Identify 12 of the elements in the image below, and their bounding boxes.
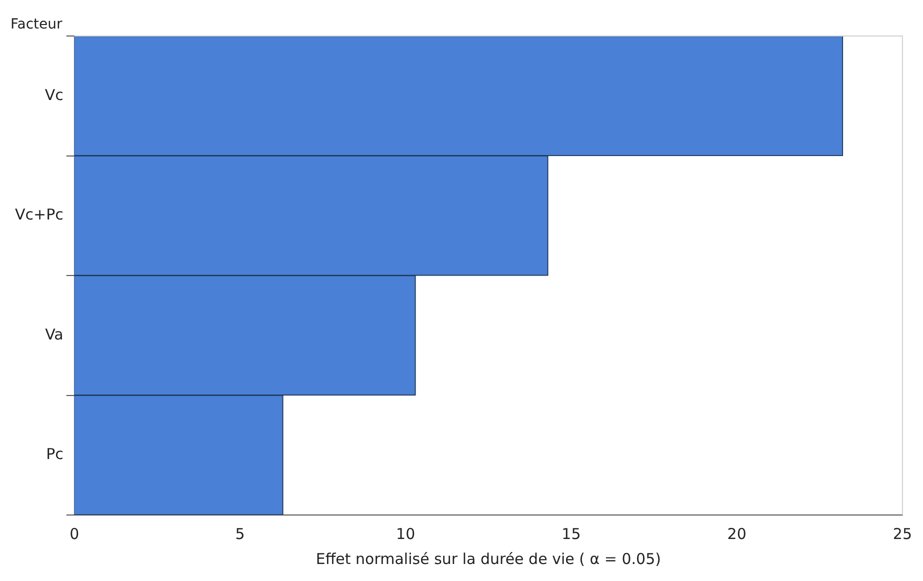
y-axis-title: Facteur	[10, 16, 62, 33]
x-tick-label: 10	[396, 524, 416, 543]
x-tick-label: 25	[892, 524, 912, 543]
x-tick-label: 20	[727, 524, 746, 543]
y-tick-label: Pc	[46, 445, 64, 464]
y-tick-label: Vc	[44, 86, 64, 104]
y-tick-label: Va	[45, 325, 64, 344]
x-axis-title: Effet normalisé sur la durée de vie ( α = 0.05)	[316, 550, 661, 568]
y-tick-label: Vc+Pc	[14, 206, 64, 224]
x-tick-label: 15	[562, 524, 581, 543]
x-tick-label: 0	[70, 524, 80, 543]
x-tick-label: 5	[235, 524, 245, 543]
